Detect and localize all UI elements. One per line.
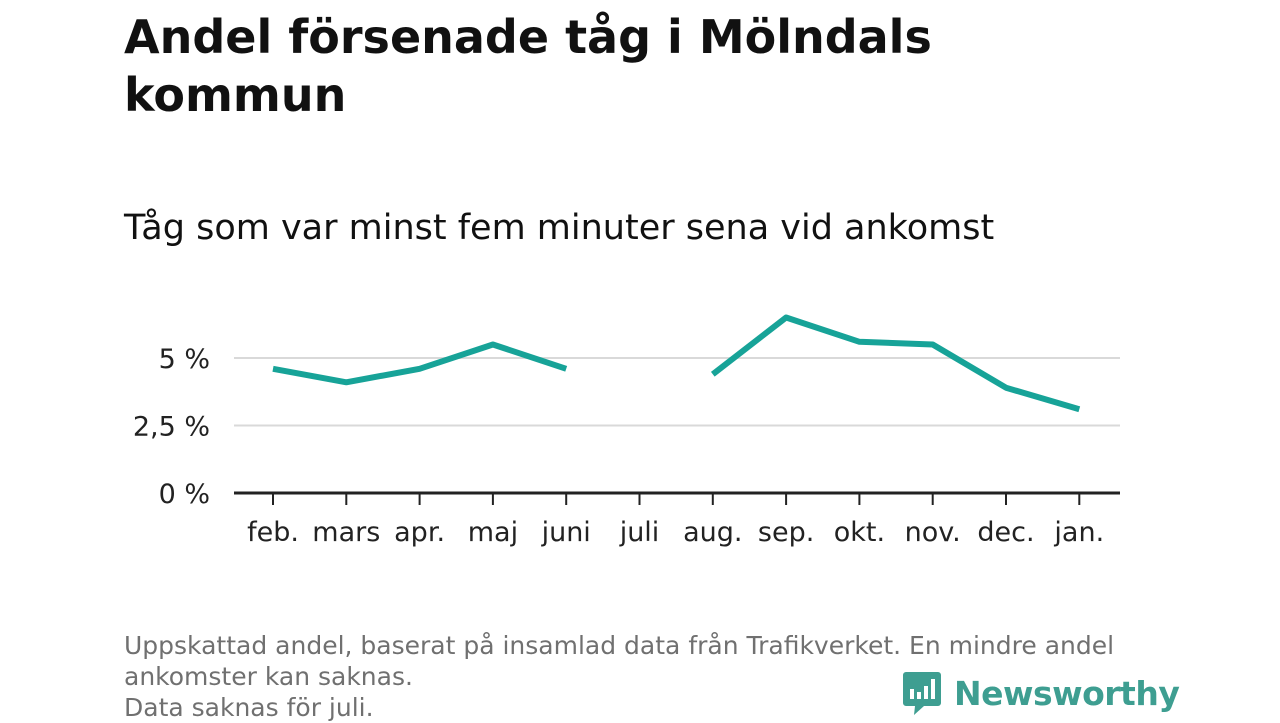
y-tick-label: 0 % [159,479,210,510]
x-tick-label: apr. [394,517,445,548]
gridlines [234,357,1120,427]
brand-name: Newsworthy [954,673,1180,713]
y-axis-ticks: 0 % 2,5 % 5 % [133,344,210,510]
bar-chart-icon [903,672,941,715]
x-tick-label: okt. [834,517,885,548]
x-tick-label: mars [312,517,380,548]
line-chart: 0 % 2,5 % 5 % feb. mars apr. maj juni juli aug. s… [133,314,1120,548]
series-lines [272,314,1081,413]
series-line-segment [710,314,1081,413]
footnote-line-2: ankomster kan saknas. [124,662,413,691]
newsworthy-logo: Newsworthy [902,670,1180,716]
x-tick-label: feb. [247,517,299,548]
footnote-line-3: Data saknas för juli. [124,693,374,722]
x-tick-label: aug. [683,517,742,548]
x-tick-label: juli [619,517,660,548]
x-tick-label: sep. [758,517,814,548]
footnote-line-1: Uppskattad andel, baserat på insamlad da… [124,631,1115,660]
x-tick-label: nov. [905,517,961,548]
y-tick-label: 5 % [159,344,210,375]
x-tick-label: dec. [977,517,1034,548]
x-tick-label: juni [541,517,591,548]
footnote: Uppskattad andel, baserat på insamlad da… [124,630,1164,723]
series-line-segment [272,341,568,386]
y-tick-label: 2,5 % [133,412,210,443]
chart-title: Andel försenade tåg i Mölndals kommun [124,10,932,122]
x-tick-label: maj [468,517,518,548]
x-tick-label: jan. [1053,517,1104,548]
x-axis-ticks: feb. mars apr. maj juni juli aug. sep. okt. nov. d… [247,493,1104,548]
chart-subtitle: Tåg som var minst fem minuter sena vid a… [124,208,995,248]
